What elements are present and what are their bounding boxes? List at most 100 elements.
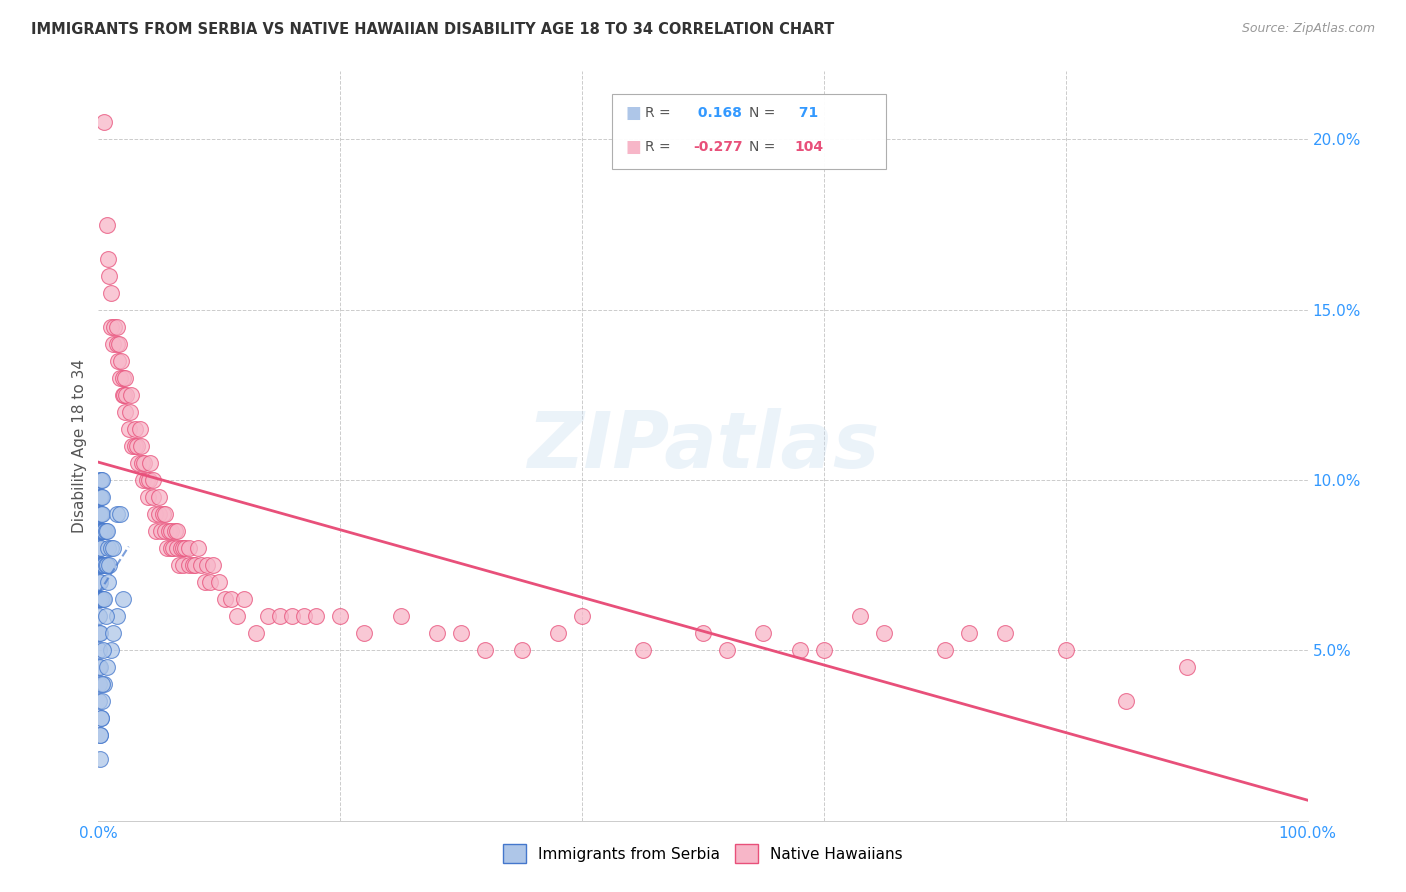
- Point: [90, 524, 112, 538]
- Point: [571, 609, 593, 624]
- Point: [353, 626, 375, 640]
- Point: [181, 558, 204, 573]
- Point: [172, 541, 194, 556]
- Point: [148, 490, 170, 504]
- Point: [107, 354, 129, 368]
- Point: [87, 694, 110, 708]
- Point: [89, 490, 111, 504]
- Point: [91, 694, 114, 708]
- Point: [131, 456, 153, 470]
- Point: [89, 729, 111, 743]
- Point: [153, 507, 176, 521]
- Point: [101, 626, 124, 640]
- Point: [143, 507, 166, 521]
- Point: [90, 473, 112, 487]
- Point: [91, 507, 114, 521]
- Point: [91, 558, 114, 573]
- Point: [89, 541, 111, 556]
- Point: [150, 524, 173, 538]
- Point: [162, 541, 184, 556]
- Point: [90, 592, 112, 607]
- Point: [127, 439, 149, 453]
- Point: [163, 524, 186, 538]
- Point: [90, 592, 112, 607]
- Point: [89, 660, 111, 674]
- Point: [153, 524, 176, 538]
- Legend: Immigrants from Serbia, Native Hawaiians: Immigrants from Serbia, Native Hawaiians: [496, 838, 910, 869]
- Point: [129, 439, 152, 453]
- Point: [157, 524, 180, 538]
- Point: [124, 422, 146, 436]
- Point: [138, 473, 160, 487]
- Point: [87, 660, 110, 674]
- Point: [121, 439, 143, 453]
- Point: [89, 558, 111, 573]
- Point: [89, 592, 111, 607]
- Point: [166, 524, 188, 538]
- Text: N =: N =: [749, 106, 776, 120]
- Point: [110, 354, 132, 368]
- Point: [389, 609, 412, 624]
- Point: [789, 643, 811, 657]
- Text: N =: N =: [749, 140, 776, 154]
- Point: [329, 609, 352, 624]
- Point: [194, 575, 217, 590]
- Point: [426, 626, 449, 640]
- Point: [450, 626, 472, 640]
- Y-axis label: Disability Age 18 to 34: Disability Age 18 to 34: [72, 359, 87, 533]
- Point: [1115, 694, 1137, 708]
- Point: [139, 456, 162, 470]
- Point: [90, 558, 112, 573]
- Point: [148, 507, 170, 521]
- Text: ZIPatlas: ZIPatlas: [527, 408, 879, 484]
- Point: [132, 473, 155, 487]
- Point: [89, 558, 111, 573]
- Point: [91, 524, 114, 538]
- Point: [91, 473, 114, 487]
- Point: [124, 439, 146, 453]
- Point: [114, 405, 136, 419]
- Point: [115, 388, 138, 402]
- Point: [89, 507, 111, 521]
- Point: [135, 473, 157, 487]
- Point: [136, 490, 159, 504]
- Point: [89, 524, 111, 538]
- Point: [202, 558, 225, 573]
- Point: [97, 541, 120, 556]
- Point: [198, 575, 221, 590]
- Point: [89, 490, 111, 504]
- Point: [97, 575, 120, 590]
- Point: [105, 319, 128, 334]
- Point: [90, 711, 112, 725]
- Point: [87, 626, 110, 640]
- Point: [90, 507, 112, 521]
- Text: R =: R =: [645, 106, 671, 120]
- Text: 71: 71: [794, 106, 818, 120]
- Point: [187, 541, 209, 556]
- Point: [93, 115, 115, 129]
- Point: [111, 388, 134, 402]
- Point: [87, 677, 110, 691]
- Point: [90, 524, 112, 538]
- Point: [93, 558, 115, 573]
- Point: [190, 558, 212, 573]
- Point: [160, 524, 183, 538]
- Point: [752, 626, 775, 640]
- Point: [89, 541, 111, 556]
- Point: [1054, 643, 1077, 657]
- Point: [127, 456, 149, 470]
- Point: [89, 752, 111, 766]
- Point: [226, 609, 249, 624]
- Point: [89, 473, 111, 487]
- Point: [90, 711, 112, 725]
- Point: [89, 575, 111, 590]
- Point: [100, 643, 122, 657]
- Point: [111, 592, 134, 607]
- Point: [510, 643, 533, 657]
- Point: [221, 592, 243, 607]
- Point: [631, 643, 654, 657]
- Text: 0.168: 0.168: [693, 106, 742, 120]
- Point: [208, 575, 231, 590]
- Point: [134, 456, 156, 470]
- Point: [90, 558, 112, 573]
